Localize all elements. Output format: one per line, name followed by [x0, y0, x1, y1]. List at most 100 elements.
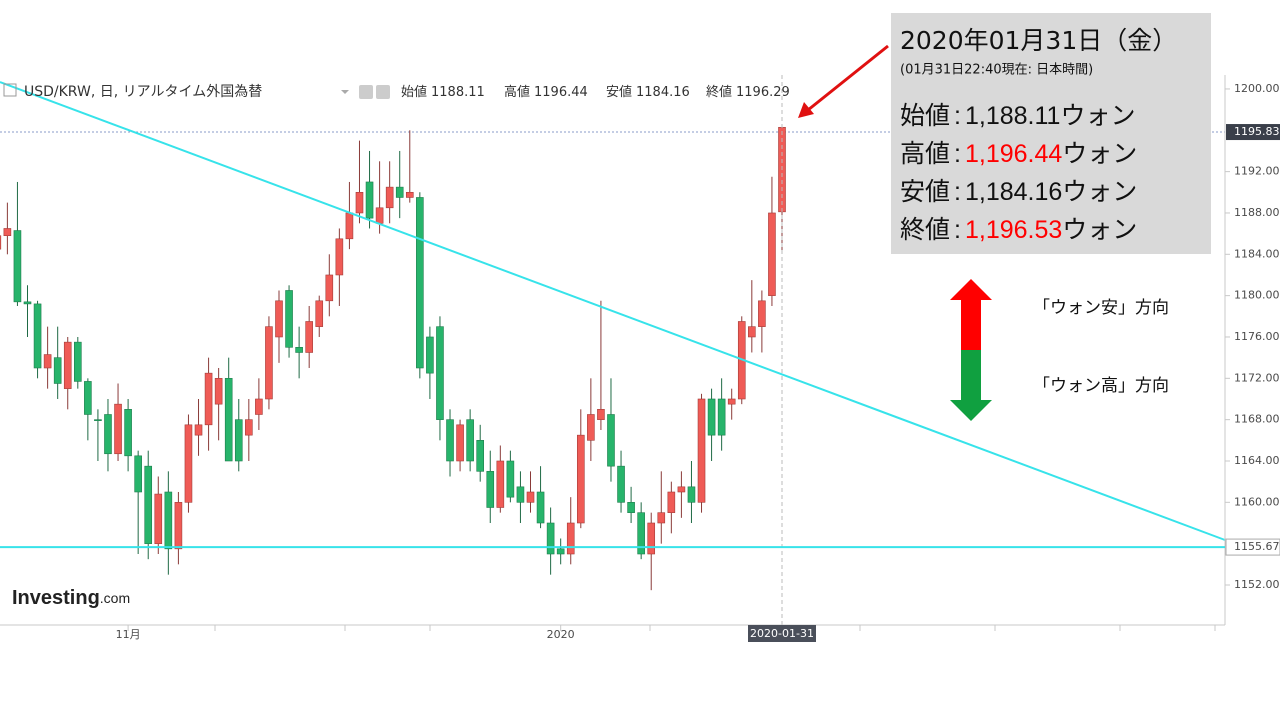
row-sep: :	[954, 102, 961, 130]
direction-label: 「ウォン高」方向	[1033, 376, 1169, 396]
candle-body	[748, 326, 756, 338]
candle-body	[597, 409, 605, 420]
annotation-row: 高値:1,196.44ウォン	[900, 140, 1137, 168]
row-label: 高値	[900, 140, 950, 168]
candle-body	[164, 491, 173, 550]
dropdown-icon[interactable]	[341, 90, 349, 94]
candle-body	[315, 300, 324, 327]
candle-body	[245, 419, 253, 436]
candle-body	[0, 235, 2, 250]
trend-line	[0, 81, 1226, 541]
row-unit: ウォン	[1062, 140, 1137, 168]
y-tick-label: 1200.00	[1234, 82, 1280, 95]
settings-icon[interactable]	[359, 85, 373, 99]
annotation-row: 終値:1,196.53ウォン	[900, 216, 1137, 244]
header-label: 始値	[401, 84, 427, 100]
candle-body	[325, 274, 334, 302]
candle-body	[516, 486, 525, 503]
candle-body	[416, 197, 424, 369]
header-value: 1184.16	[636, 85, 690, 100]
candle-body	[637, 512, 645, 555]
x-label-box	[748, 625, 816, 642]
candle-body	[617, 465, 625, 503]
candle-body	[727, 398, 736, 405]
up-arrow	[950, 279, 992, 350]
candle-body	[758, 300, 766, 327]
header-ohlc: 始値 1188.11 高値 1196.44 安値 1184.16 終値 1196.29	[401, 84, 790, 100]
candle-body	[667, 491, 676, 513]
symbol-icon	[3, 83, 17, 97]
candle-body	[174, 502, 183, 550]
y-tick-label: 1184.00	[1234, 247, 1280, 260]
candle-body	[556, 548, 565, 555]
candle-body	[275, 300, 283, 338]
candle-body	[74, 341, 82, 382]
candle-body	[576, 434, 585, 524]
candle-body	[466, 419, 474, 462]
candles	[0, 125, 786, 591]
close-icon[interactable]	[376, 85, 390, 99]
candle-body	[214, 378, 223, 405]
labels-layer: 1200.00 1192.00 1188.00 1184.00 1180.00 1176.…	[0, 82, 1280, 642]
candle-body	[697, 398, 706, 503]
header-value: 1188.11	[431, 85, 485, 100]
candle-body	[194, 424, 203, 436]
candle-body	[33, 303, 42, 369]
candle-body	[144, 465, 153, 544]
last-price-label: 1195.83	[1234, 125, 1280, 138]
candle-body	[124, 409, 132, 457]
candle-body	[496, 460, 505, 508]
row-value: 1,196.44	[965, 140, 1062, 168]
x-tick-label: 2020	[547, 628, 575, 641]
candle-body	[405, 191, 414, 198]
candle-body	[104, 414, 112, 455]
logo: Investing.com	[12, 587, 130, 609]
candle-body	[375, 207, 384, 224]
candle-body	[436, 326, 444, 420]
candle-body	[255, 398, 263, 415]
candle-body	[295, 347, 303, 353]
candle-body	[335, 238, 344, 276]
candle-body	[345, 212, 354, 240]
candle-body	[486, 471, 495, 508]
row-unit: ウォン	[1062, 178, 1137, 206]
candle-body	[476, 440, 485, 472]
candle-body	[677, 486, 686, 493]
candle-body	[768, 212, 776, 296]
header-value: 1196.29	[736, 85, 790, 100]
last-price-box	[1226, 124, 1280, 141]
row-value: 1,196.53	[965, 216, 1062, 244]
candle-body	[536, 491, 545, 524]
pointer-arrow-head	[798, 102, 814, 118]
candle-body	[546, 522, 555, 555]
candle-body	[395, 186, 404, 198]
row-label: 終値	[900, 216, 950, 244]
candle-body	[687, 486, 696, 503]
row-sep: :	[954, 178, 961, 206]
y-tick-label: 1192.00	[1234, 165, 1280, 178]
candle-body	[385, 186, 394, 209]
header-item: 安値 1184.16	[606, 84, 690, 100]
header-item: 終値 1196.29	[706, 84, 790, 100]
direction-label: 「ウォン安」方向	[1033, 298, 1169, 318]
y-tick-label: 1180.00	[1234, 289, 1280, 302]
y-tick-label: 1176.00	[1234, 330, 1280, 343]
candle-body	[184, 424, 193, 503]
row-label: 安値	[900, 178, 950, 206]
y-tick-label: 1160.00	[1234, 495, 1280, 508]
annotation-box	[891, 13, 1211, 254]
y-tick-label: 1164.00	[1234, 454, 1280, 467]
candle-body	[23, 301, 32, 305]
candle-body	[305, 321, 313, 353]
candle-body	[94, 419, 102, 421]
y-tick-label: 1168.00	[1234, 413, 1280, 426]
candle-body	[63, 341, 72, 389]
header-value: 1196.44	[534, 85, 588, 100]
row-sep: :	[954, 140, 961, 168]
candle-body	[446, 419, 454, 462]
candle-body	[134, 455, 142, 493]
row-label: 始値	[900, 102, 950, 130]
support-label: 1155.67	[1234, 540, 1280, 553]
header-item: 始値 1188.11	[401, 84, 485, 100]
